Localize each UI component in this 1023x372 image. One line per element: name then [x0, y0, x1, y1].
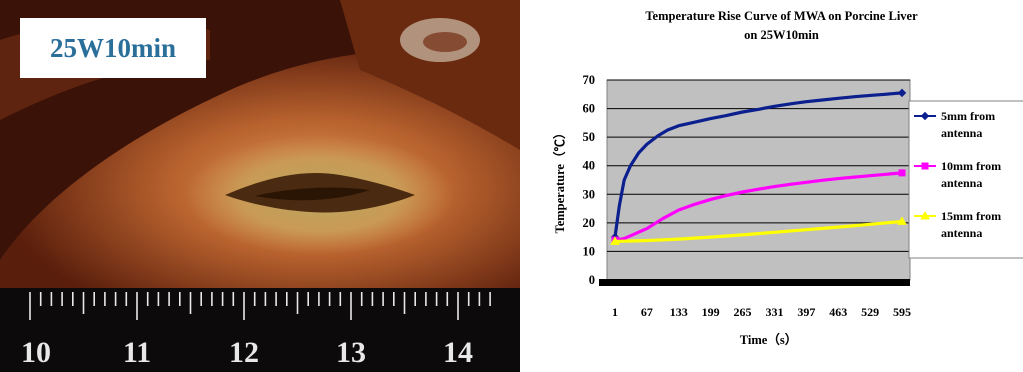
ruler-number: 11 [123, 336, 151, 369]
y-tick-label: 0 [589, 273, 595, 287]
series-marker [897, 88, 907, 98]
series-line [613, 219, 904, 244]
y-tick-label: 50 [583, 130, 596, 144]
y-tick-label: 30 [583, 187, 596, 201]
legend-label: antenna [941, 176, 982, 190]
ruler-number: 14 [443, 336, 473, 369]
x-tick-label: 265 [734, 305, 752, 319]
x-tick-label: 133 [670, 305, 688, 319]
y-axis-label: Temperature（℃） [552, 127, 567, 234]
x-tick-label: 199 [702, 305, 720, 319]
plot-area [606, 79, 911, 281]
specimen-photo: 10 11 12 13 14 25W10min [0, 0, 520, 372]
legend-item: 15mm from antenna [914, 209, 1001, 240]
x-tick-label: 397 [797, 305, 815, 319]
legend-marker [920, 210, 930, 220]
plot-floor [599, 279, 910, 286]
legend-label: 10mm from [941, 159, 1001, 173]
legend-label: 5mm from [941, 109, 995, 123]
y-tick-label: 60 [583, 102, 596, 116]
series-marker [897, 216, 907, 225]
x-tick-label: 463 [829, 305, 847, 319]
y-tick-label: 70 [583, 73, 596, 87]
chart-subtitle: on 25W10min [744, 28, 819, 42]
ruler-number: 10 [21, 336, 51, 369]
x-axis-label: Time（s） [740, 332, 797, 347]
legend-item: 10mm from antenna [914, 159, 1001, 190]
y-tick-label: 40 [583, 159, 596, 173]
y-tick-label: 10 [583, 244, 596, 258]
legend-label: 15mm from [941, 209, 1001, 223]
x-tick-label: 595 [893, 305, 911, 319]
chart-title: Temperature Rise Curve of MWA on Porcine… [645, 9, 918, 23]
liver-ablation-image: 10 11 12 13 14 [0, 0, 520, 372]
legend-marker [920, 111, 930, 121]
ruler-number: 12 [229, 336, 259, 369]
photo-label: 25W10min [20, 18, 206, 78]
chart-canvas: 0 10 20 30 40 50 60 70 1 67 133 199 265 331 397 463 529… [552, 73, 1023, 347]
series-marker [898, 169, 906, 177]
legend-item: 5mm from antenna [914, 109, 995, 140]
series-marker [610, 236, 620, 245]
series-line [613, 171, 904, 242]
legend-box [908, 100, 1023, 259]
x-tick-label: 529 [861, 305, 879, 319]
temperature-chart: Temperature Rise Curve of MWA on Porcine… [540, 0, 1023, 372]
x-tick-label: 1 [612, 305, 618, 319]
legend-label: antenna [941, 126, 982, 140]
ruler-number: 13 [336, 336, 366, 369]
y-tick-label: 20 [583, 216, 596, 230]
series-3 [610, 216, 907, 245]
series-line [613, 91, 904, 239]
legend-label: antenna [941, 226, 982, 240]
legend-marker [921, 162, 929, 170]
x-tick-label: 67 [641, 305, 653, 319]
x-tick-label: 331 [765, 305, 783, 319]
